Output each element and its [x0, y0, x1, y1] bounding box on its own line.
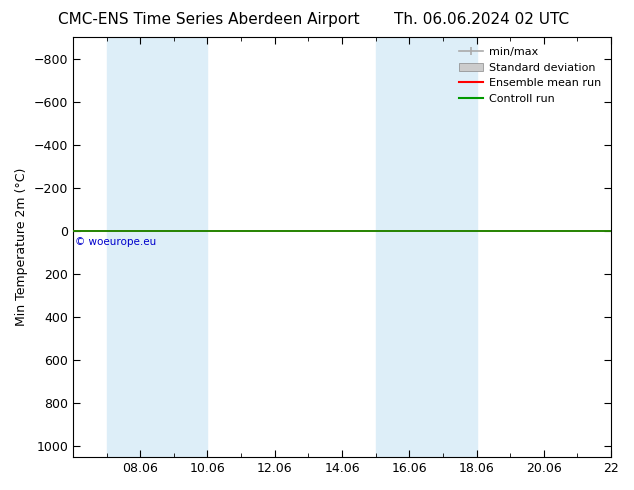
Bar: [426, 37, 477, 457]
Text: CMC-ENS Time Series Aberdeen Airport: CMC-ENS Time Series Aberdeen Airport: [58, 12, 360, 27]
Bar: [376, 37, 426, 457]
Bar: [107, 37, 157, 457]
Text: © woeurope.eu: © woeurope.eu: [75, 237, 156, 247]
Text: Th. 06.06.2024 02 UTC: Th. 06.06.2024 02 UTC: [394, 12, 569, 27]
Legend: min/max, Standard deviation, Ensemble mean run, Controll run: min/max, Standard deviation, Ensemble me…: [455, 43, 605, 108]
Bar: [157, 37, 207, 457]
Y-axis label: Min Temperature 2m (°C): Min Temperature 2m (°C): [15, 168, 28, 326]
